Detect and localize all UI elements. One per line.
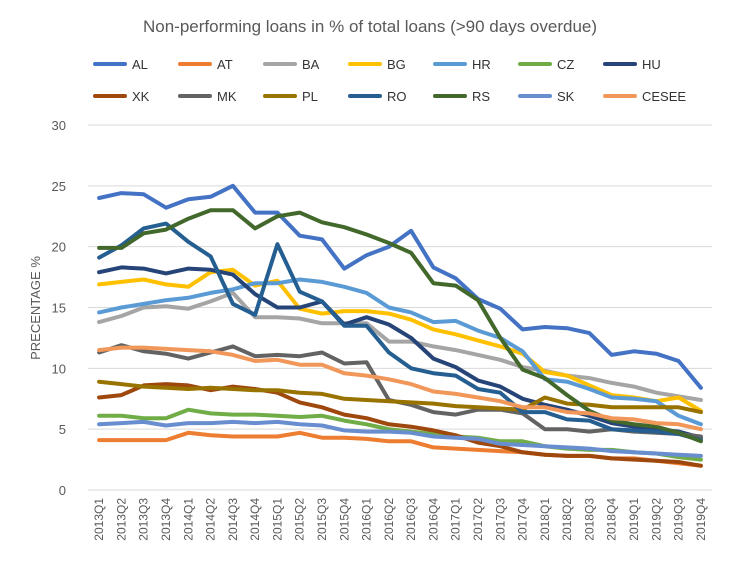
legend-label: HR (472, 57, 491, 72)
series-line-cesee (97, 345, 703, 432)
x-tick-label: 2013Q2 (114, 498, 128, 541)
x-tick-label: 2013Q1 (92, 498, 106, 541)
x-tick-label: 2019Q2 (649, 498, 663, 541)
series-line-bg (97, 267, 703, 413)
series-line-hr (97, 277, 703, 427)
legend-item-at: AT (178, 57, 233, 72)
legend-label: BG (387, 57, 406, 72)
x-axis-ticks: 2013Q1 2013Q2 2013Q3 2013Q4 2014Q1 2014Q2 2014… (92, 498, 708, 541)
y-tick-label: 20 (52, 240, 66, 255)
x-tick-label: 2016Q2 (382, 498, 396, 541)
legend-item-ba: BA (263, 57, 320, 72)
x-tick-label: 2019Q1 (627, 498, 641, 541)
series-line-pl (97, 379, 703, 415)
legend-label: XK (132, 89, 150, 104)
x-tick-label: 2017Q2 (471, 498, 485, 541)
legend: AL AT BA BG HR CZ HU XK MK PL RO RS SK CESEE (93, 57, 686, 104)
y-axis-ticks: 0 5 10 15 20 25 30 (52, 118, 66, 498)
x-tick-label: 2017Q1 (449, 498, 463, 541)
x-tick-label: 2016Q4 (426, 498, 440, 541)
legend-label: RS (472, 89, 490, 104)
x-tick-label: 2015Q1 (270, 498, 284, 541)
series-lines (97, 183, 703, 468)
legend-item-hr: HR (433, 57, 491, 72)
x-tick-label: 2013Q4 (159, 498, 173, 541)
x-tick-label: 2017Q4 (516, 498, 530, 541)
x-tick-label: 2015Q4 (337, 498, 351, 541)
legend-item-xk: XK (93, 89, 150, 104)
x-tick-label: 2018Q2 (560, 498, 574, 541)
legend-label: AL (132, 57, 148, 72)
x-tick-label: 2016Q3 (404, 498, 418, 541)
x-tick-label: 2014Q4 (248, 498, 262, 541)
x-tick-label: 2018Q3 (582, 498, 596, 541)
legend-label: MK (217, 89, 237, 104)
y-tick-label: 15 (52, 301, 66, 316)
y-tick-label: 10 (52, 361, 66, 376)
x-tick-label: 2014Q3 (226, 498, 240, 541)
series-line-sk (97, 419, 703, 458)
x-tick-label: 2018Q4 (605, 498, 619, 541)
legend-item-al: AL (93, 57, 148, 72)
y-tick-label: 0 (59, 483, 66, 498)
x-tick-label: 2016Q1 (360, 498, 374, 541)
legend-label: RO (387, 89, 407, 104)
x-tick-label: 2015Q3 (315, 498, 329, 541)
legend-item-pl: PL (263, 89, 318, 104)
legend-label: HU (642, 57, 661, 72)
x-tick-label: 2019Q4 (694, 498, 708, 541)
chart-title: Non-performing loans in % of total loans… (143, 17, 597, 36)
x-tick-label: 2014Q2 (204, 498, 218, 541)
series-line-hu (97, 265, 703, 440)
legend-item-rs: RS (433, 89, 490, 104)
legend-label: PL (302, 89, 318, 104)
x-tick-label: 2019Q3 (672, 498, 686, 541)
legend-item-ro: RO (348, 89, 407, 104)
legend-item-cesee: CESEE (603, 89, 686, 104)
legend-label: AT (217, 57, 233, 72)
x-tick-label: 2018Q1 (538, 498, 552, 541)
y-tick-label: 25 (52, 179, 66, 194)
legend-label: CZ (557, 57, 574, 72)
legend-item-cz: CZ (518, 57, 574, 72)
legend-item-bg: BG (348, 57, 406, 72)
legend-label: BA (302, 57, 320, 72)
legend-label: SK (557, 89, 575, 104)
legend-label: CESEE (642, 89, 686, 104)
x-tick-label: 2017Q3 (493, 498, 507, 541)
y-tick-label: 5 (59, 422, 66, 437)
series-line-ba (97, 290, 703, 402)
legend-item-sk: SK (518, 89, 575, 104)
x-tick-label: 2015Q2 (293, 498, 307, 541)
legend-item-mk: MK (178, 89, 237, 104)
y-tick-label: 30 (52, 118, 66, 133)
legend-item-hu: HU (603, 57, 661, 72)
series-line-ro (97, 221, 703, 443)
x-tick-label: 2014Q1 (181, 498, 195, 541)
y-axis-title: PRECENTAGE % (28, 256, 43, 360)
x-tick-label: 2013Q3 (137, 498, 151, 541)
series-line-al (97, 183, 703, 390)
